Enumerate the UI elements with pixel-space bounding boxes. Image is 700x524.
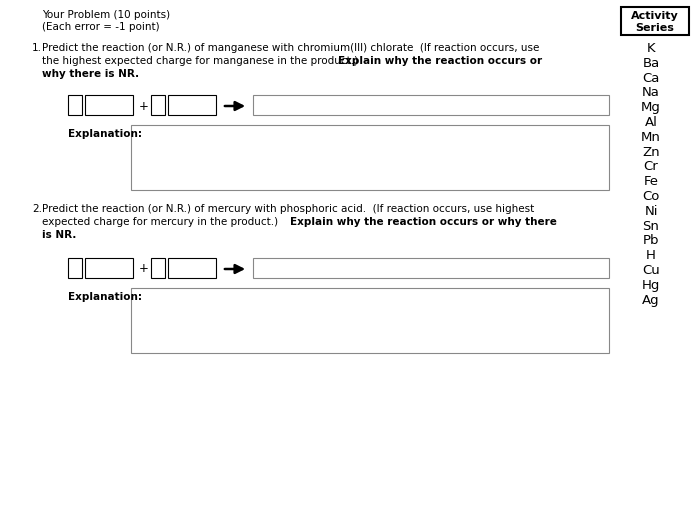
Text: H: H	[646, 249, 656, 262]
FancyBboxPatch shape	[85, 258, 133, 278]
Text: Zn: Zn	[642, 146, 660, 159]
Text: Activity
Series: Activity Series	[631, 11, 679, 33]
Text: expected charge for mercury in the product.): expected charge for mercury in the produ…	[42, 217, 291, 227]
FancyBboxPatch shape	[168, 95, 216, 115]
Text: Sn: Sn	[643, 220, 659, 233]
Text: 2.: 2.	[32, 204, 42, 214]
FancyBboxPatch shape	[151, 95, 165, 115]
Text: Mn: Mn	[641, 131, 661, 144]
Text: Pb: Pb	[643, 234, 659, 247]
Text: Hg: Hg	[642, 279, 660, 292]
FancyBboxPatch shape	[168, 258, 216, 278]
Text: Ca: Ca	[643, 72, 659, 84]
FancyBboxPatch shape	[85, 95, 133, 115]
Text: Al: Al	[645, 116, 657, 129]
Text: Fe: Fe	[643, 175, 659, 188]
Text: Explain why the reaction occurs or: Explain why the reaction occurs or	[338, 56, 542, 66]
Text: is NR.: is NR.	[42, 230, 76, 240]
Text: why there is NR.: why there is NR.	[42, 69, 139, 79]
Text: K: K	[647, 42, 655, 55]
Text: Explain why the reaction occurs or why there: Explain why the reaction occurs or why t…	[290, 217, 557, 227]
FancyBboxPatch shape	[253, 95, 609, 115]
Text: Na: Na	[642, 86, 660, 100]
FancyBboxPatch shape	[68, 95, 82, 115]
Text: Mg: Mg	[641, 101, 661, 114]
Text: Your Problem (10 points): Your Problem (10 points)	[42, 10, 170, 20]
FancyBboxPatch shape	[131, 288, 609, 353]
FancyBboxPatch shape	[131, 125, 609, 190]
Text: Ag: Ag	[642, 293, 660, 307]
Text: Predict the reaction (or N.R.) of mercury with phosphoric acid.  (If reaction oc: Predict the reaction (or N.R.) of mercur…	[42, 204, 534, 214]
FancyBboxPatch shape	[151, 258, 165, 278]
Text: 1.: 1.	[32, 43, 42, 53]
Text: Co: Co	[643, 190, 659, 203]
Text: Ni: Ni	[644, 205, 658, 218]
Text: the highest expected charge for manganese in the product.): the highest expected charge for manganes…	[42, 56, 365, 66]
Text: +: +	[139, 100, 149, 113]
FancyBboxPatch shape	[253, 258, 609, 278]
Text: +: +	[139, 263, 149, 276]
Text: Ba: Ba	[643, 57, 659, 70]
Text: Explanation:: Explanation:	[68, 292, 142, 302]
FancyBboxPatch shape	[621, 7, 689, 35]
Text: Cr: Cr	[643, 160, 659, 173]
Text: Predict the reaction (or N.R.) of manganese with chromium(III) chlorate  (If rea: Predict the reaction (or N.R.) of mangan…	[42, 43, 540, 53]
Text: Cu: Cu	[642, 264, 660, 277]
Text: Explanation:: Explanation:	[68, 129, 142, 139]
Text: (Each error = -1 point): (Each error = -1 point)	[42, 22, 160, 32]
FancyBboxPatch shape	[68, 258, 82, 278]
